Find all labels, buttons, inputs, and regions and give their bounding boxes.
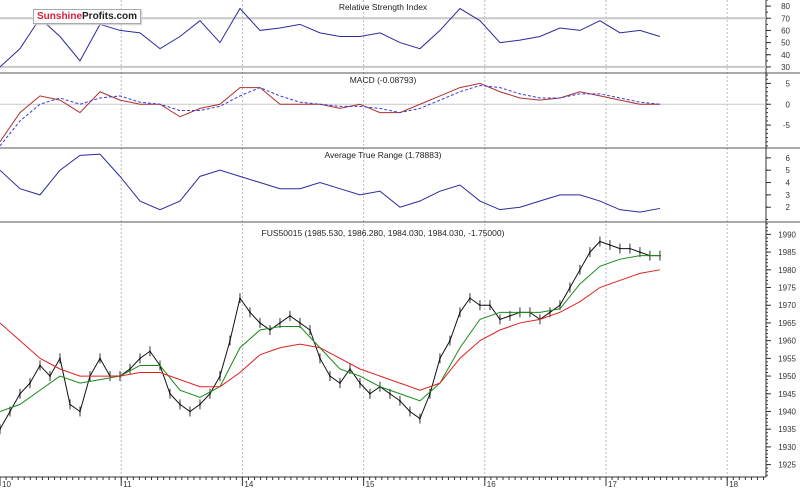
panel-title: MACD (-0.08793) <box>350 75 417 85</box>
atr-line <box>0 153 661 213</box>
y-tick-label: 1985 <box>778 248 796 257</box>
y-tick-label: 4 <box>786 179 791 188</box>
y-tick-label: 1975 <box>778 284 796 293</box>
long-ma-line <box>0 269 661 391</box>
x-tick-label: 16 <box>487 480 496 489</box>
y-tick-label: 1965 <box>778 319 796 328</box>
y-tick-label: 50 <box>781 39 790 48</box>
y-tick-label: 30 <box>781 63 790 72</box>
y-tick-label: -5 <box>783 121 791 130</box>
y-tick-label: 70 <box>781 14 790 23</box>
x-tick-label: 17 <box>608 480 617 489</box>
y-tick-label: 1940 <box>778 407 796 416</box>
y-tick-label: 1980 <box>778 266 796 275</box>
y-tick-label: 2 <box>786 203 791 212</box>
y-tick-label: 80 <box>781 2 790 11</box>
price-line <box>0 240 660 430</box>
y-tick-label: 0 <box>786 100 791 109</box>
y-tick-label: 1930 <box>778 443 796 452</box>
y-tick-label: 60 <box>781 26 790 35</box>
x-tick-label: 14 <box>244 480 253 489</box>
y-tick-label: 1935 <box>778 425 796 434</box>
y-tick-label: 3 <box>786 191 791 200</box>
y-tick-label: 1950 <box>778 372 796 381</box>
rsi-line <box>0 7 661 68</box>
y-tick-label: 1990 <box>778 230 796 239</box>
short-ma-line <box>0 255 660 412</box>
y-tick-label: 1970 <box>778 301 796 310</box>
panel-title: FUS50015 (1985.530, 1986.280, 1984.030, … <box>262 228 505 238</box>
panel-title: Average True Range (1.78883) <box>324 150 441 160</box>
x-tick-label: 10 <box>2 480 11 489</box>
x-tick-label: 15 <box>366 480 375 489</box>
y-tick-label: 6 <box>786 154 791 163</box>
signal-line <box>0 84 660 147</box>
sunshine-profits-logo: SunshineProfits.com <box>33 9 142 24</box>
y-tick-label: 5 <box>786 79 791 88</box>
y-tick-label: 40 <box>781 51 790 60</box>
y-tick-label: 5 <box>786 166 791 175</box>
y-tick-label: 1960 <box>778 337 796 346</box>
x-tick-label: 11 <box>123 480 132 489</box>
x-tick-label: 18 <box>729 480 738 489</box>
panel-title: Relative Strength Index <box>339 2 428 12</box>
macd-line <box>0 82 660 143</box>
y-tick-label: 1945 <box>778 390 796 399</box>
y-tick-label: 1925 <box>778 461 796 470</box>
y-tick-label: 1955 <box>778 354 796 363</box>
